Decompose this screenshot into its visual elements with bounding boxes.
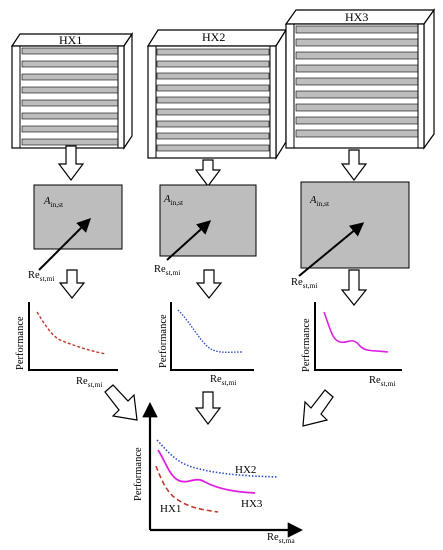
- hx1-exchanger: HX1: [10, 32, 134, 150]
- hx1-curve: [36, 311, 107, 355]
- combined-hx3-curve: [157, 449, 256, 494]
- area-label: A: [163, 194, 171, 205]
- combined-series-label-hx1: HX1: [160, 503, 181, 515]
- re-label: Re: [154, 264, 166, 275]
- y-axis-label: Performance: [301, 318, 312, 372]
- combined-x-axis-label: Re: [267, 532, 279, 543]
- diagonal-arrow-icon: [302, 389, 334, 427]
- combined-x-axis-subscript: st,ma: [279, 536, 296, 545]
- flow-arrow-icon: [298, 222, 365, 277]
- combined-y-axis-label: Performance: [133, 447, 144, 501]
- svg-text:Ain,st: Ain,st: [309, 195, 330, 208]
- hollow-down-arrows-row1: [57, 145, 368, 187]
- svg-text:Rest,mi: Rest,mi: [291, 277, 317, 290]
- down-arrow-icon: [195, 269, 223, 299]
- svg-text:Rest,mi: Rest,mi: [210, 374, 236, 387]
- y-axis-label: Performance: [15, 316, 26, 370]
- combined-hx2-curve: [156, 439, 279, 478]
- re-subscript: st,mi: [40, 274, 55, 283]
- svg-text:Ain,st: Ain,st: [163, 194, 184, 207]
- flow-arrow-icon: [166, 220, 212, 261]
- hx3-inlet-box: Ain,st Rest,mi: [291, 181, 410, 290]
- area-subscript: in,st: [170, 198, 184, 207]
- svg-text:Rest,mi: Rest,mi: [154, 264, 180, 277]
- area-subscript: in,st: [50, 200, 64, 209]
- hx2-fins: [147, 45, 277, 159]
- re-label: Re: [291, 277, 303, 288]
- x-axis-subscript: st,mi: [222, 378, 237, 387]
- re-label: Re: [28, 270, 40, 281]
- down-arrow-icon: [57, 145, 85, 181]
- hx3-fins: [285, 23, 425, 149]
- x-axis-subscript: st,mi: [381, 379, 396, 388]
- hx3-curve: [323, 311, 389, 353]
- hx2-curve: [177, 309, 243, 353]
- combined-chart: Performance Rest,ma HX2 HX3 HX1: [133, 401, 304, 545]
- down-arrow-icon: [340, 269, 368, 306]
- svg-text:Rest,mi: Rest,mi: [28, 270, 54, 283]
- converging-arrows: [104, 384, 334, 427]
- hollow-down-arrows-row2: [58, 269, 368, 306]
- x-axis-subscript: st,mi: [88, 380, 103, 389]
- hx1-small-chart: Performance Rest,mi: [15, 302, 118, 389]
- svg-text:Rest,mi: Rest,mi: [76, 376, 102, 389]
- area-label: A: [43, 196, 51, 207]
- hx3-small-chart: Performance Rest,mi: [301, 302, 402, 388]
- combined-series-label-hx3: HX3: [241, 498, 263, 510]
- hx1-label: HX1: [59, 33, 82, 47]
- svg-text:Rest,ma: Rest,ma: [267, 532, 295, 545]
- hx2-exchanger: HX2: [146, 27, 288, 161]
- hx2-small-chart: Performance Rest,mi: [158, 302, 254, 387]
- hx3-exchanger: HX3: [284, 8, 436, 150]
- x-axis-label: Re: [369, 375, 381, 386]
- combined-series-label-hx2: HX2: [235, 464, 256, 476]
- down-arrow-icon: [58, 269, 86, 299]
- re-subscript: st,mi: [303, 281, 318, 290]
- combined-hx1-curve: [155, 465, 219, 513]
- down-arrow-icon: [194, 391, 222, 425]
- flow-arrow-icon: [38, 218, 91, 271]
- x-axis-label: Re: [210, 374, 222, 385]
- area-label: A: [309, 195, 317, 206]
- diagonal-arrow-icon: [104, 384, 138, 421]
- x-axis-label: Re: [76, 376, 88, 387]
- down-arrow-icon: [340, 149, 368, 181]
- svg-text:Rest,mi: Rest,mi: [369, 375, 395, 388]
- down-arrow-icon: [194, 159, 222, 187]
- svg-text:Ain,st: Ain,st: [43, 196, 64, 209]
- hx1-inlet-box: Ain,st Rest,mi: [28, 184, 123, 283]
- hx2-label: HX2: [202, 30, 225, 44]
- hx3-label: HX3: [345, 10, 368, 24]
- hx2-inlet-box: Ain,st Rest,mi: [154, 184, 257, 277]
- y-axis-label: Performance: [158, 314, 169, 368]
- area-subscript: in,st: [316, 199, 330, 208]
- re-subscript: st,mi: [166, 268, 181, 277]
- hx1-fins: [11, 45, 125, 149]
